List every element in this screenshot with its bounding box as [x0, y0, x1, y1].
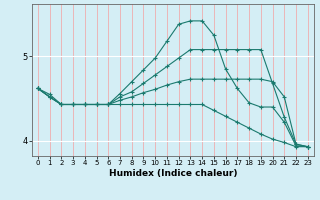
X-axis label: Humidex (Indice chaleur): Humidex (Indice chaleur) — [108, 169, 237, 178]
